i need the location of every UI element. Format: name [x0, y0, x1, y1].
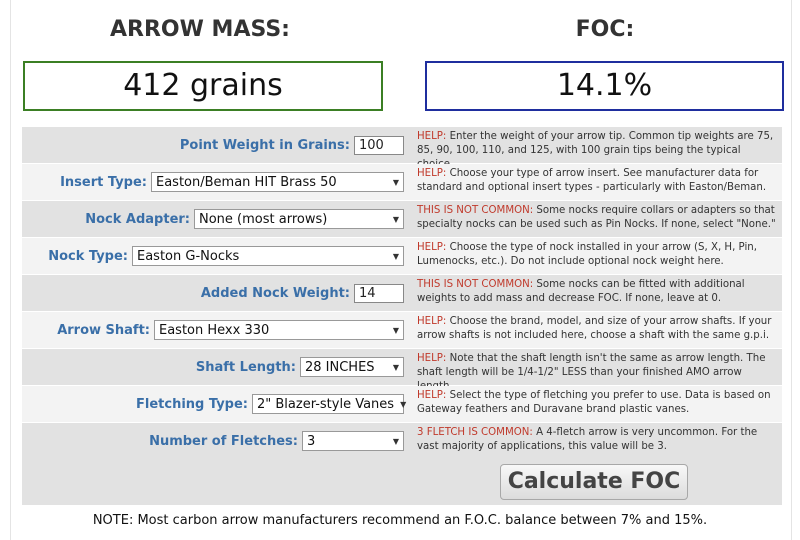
nock-adapter-help: THIS IS NOT COMMON: Some nocks require c…	[417, 204, 777, 232]
insert-type-value: Easton/Beman HIT Brass 50	[156, 174, 337, 190]
nock-type-help: HELP: Choose the type of nock installed …	[417, 241, 777, 269]
shaft-length-label: Shaft Length:	[195, 359, 296, 375]
help-text: Some nocks require collars or adapters s…	[417, 205, 776, 230]
fletching-type-value: 2" Blazer-style Vanes	[257, 396, 395, 412]
calculate-foc-button[interactable]: Calculate FOC	[500, 464, 688, 500]
form-rows: Point Weight in Grains: 100 HELP: Enter …	[22, 127, 782, 460]
added-nock-weight-help: THIS IS NOT COMMON: Some nocks can be fi…	[417, 278, 777, 306]
help-text: Choose the brand, model, and size of you…	[417, 316, 772, 341]
added-nock-weight-input[interactable]: 14	[354, 283, 404, 303]
row-nock-type: Nock Type: Easton G-Nocks ▼ HELP: Choose …	[22, 238, 782, 275]
arrow-mass-result: 412 grains	[23, 61, 383, 111]
help-tag: THIS IS NOT COMMON:	[417, 279, 534, 290]
row-nock-adapter: Nock Adapter: None (most arrows) ▼ THIS I…	[22, 201, 782, 238]
dropdown-arrow-icon: ▼	[392, 362, 399, 372]
foc-result: 14.1%	[425, 61, 784, 111]
added-nock-weight-label: Added Nock Weight:	[200, 285, 350, 301]
help-tag: HELP:	[417, 316, 447, 327]
insert-type-label: Insert Type:	[60, 174, 147, 190]
nock-adapter-label: Nock Adapter:	[85, 211, 190, 227]
row-point-weight: Point Weight in Grains: 100 HELP: Enter …	[22, 127, 782, 170]
foc-note: NOTE: Most carbon arrow manufacturers re…	[92, 513, 708, 528]
foc-heading: FOC:	[575, 17, 635, 42]
help-tag: HELP:	[417, 390, 447, 401]
number-of-fletches-select[interactable]: 3 ▼	[302, 431, 404, 451]
help-tag: HELP:	[417, 353, 447, 364]
help-tag: 3 FLETCH IS COMMON:	[417, 427, 533, 438]
shaft-length-value: 28 INCHES	[305, 359, 375, 375]
nock-type-label: Nock Type:	[48, 248, 128, 264]
dropdown-arrow-icon: ▼	[400, 399, 407, 409]
number-of-fletches-value: 3	[307, 433, 316, 449]
row-arrow-shaft: Arrow Shaft: Easton Hexx 330 ▼ HELP: Choo…	[22, 312, 782, 349]
arrow-shaft-value: Easton Hexx 330	[159, 322, 270, 338]
help-tag: HELP:	[417, 168, 447, 179]
nock-type-select[interactable]: Easton G-Nocks ▼	[132, 246, 404, 266]
fletching-type-select[interactable]: 2" Blazer-style Vanes ▼	[252, 394, 407, 414]
nock-adapter-select[interactable]: None (most arrows) ▼	[194, 209, 404, 229]
help-text: A 4-fletch arrow is very uncommon. For t…	[417, 427, 758, 452]
help-tag: THIS IS NOT COMMON:	[417, 205, 534, 216]
number-of-fletches-help: 3 FLETCH IS COMMON: A 4-fletch arrow is …	[417, 426, 777, 454]
help-text: Select the type of fletching you prefer …	[417, 390, 771, 415]
arrow-mass-heading: ARROW MASS:	[110, 17, 290, 42]
row-insert-type: Insert Type: Easton/Beman HIT Brass 50 ▼ …	[22, 164, 782, 201]
row-number-of-fletches: Number of Fletches: 3 ▼ 3 FLETCH IS COMMO…	[22, 423, 782, 460]
arrow-shaft-help: HELP: Choose the brand, model, and size …	[417, 315, 777, 343]
help-tag: HELP:	[417, 242, 447, 253]
number-of-fletches-label: Number of Fletches:	[149, 433, 298, 449]
dropdown-arrow-icon: ▼	[392, 177, 399, 187]
fletching-type-label: Fletching Type:	[136, 396, 248, 412]
button-area: Calculate FOC	[22, 456, 782, 505]
help-text: Choose the type of nock installed in you…	[417, 242, 757, 267]
dropdown-arrow-icon: ▼	[392, 251, 399, 261]
point-weight-label: Point Weight in Grains:	[179, 137, 350, 153]
point-weight-input[interactable]: 100	[354, 135, 404, 155]
dropdown-arrow-icon: ▼	[392, 436, 399, 446]
dropdown-arrow-icon: ▼	[392, 214, 399, 224]
arrow-shaft-label: Arrow Shaft:	[57, 322, 150, 338]
row-fletching-type: Fletching Type: 2" Blazer-style Vanes ▼ H…	[22, 386, 782, 423]
nock-adapter-value: None (most arrows)	[199, 211, 328, 227]
dropdown-arrow-icon: ▼	[392, 325, 399, 335]
row-added-nock-weight: Added Nock Weight: 14 THIS IS NOT COMMON…	[22, 275, 782, 312]
help-text: Some nocks can be fitted with additional…	[417, 279, 745, 304]
shaft-length-select[interactable]: 28 INCHES ▼	[300, 357, 404, 377]
help-text: Choose your type of arrow insert. See ma…	[417, 168, 767, 193]
insert-type-select[interactable]: Easton/Beman HIT Brass 50 ▼	[151, 172, 404, 192]
arrow-shaft-select[interactable]: Easton Hexx 330 ▼	[154, 320, 404, 340]
fletching-type-help: HELP: Select the type of fletching you p…	[417, 389, 777, 417]
nock-type-value: Easton G-Nocks	[137, 248, 240, 264]
row-shaft-length: Shaft Length: 28 INCHES ▼ HELP: Note that…	[22, 349, 782, 392]
insert-type-help: HELP: Choose your type of arrow insert. …	[417, 167, 777, 195]
help-tag: HELP:	[417, 131, 447, 142]
